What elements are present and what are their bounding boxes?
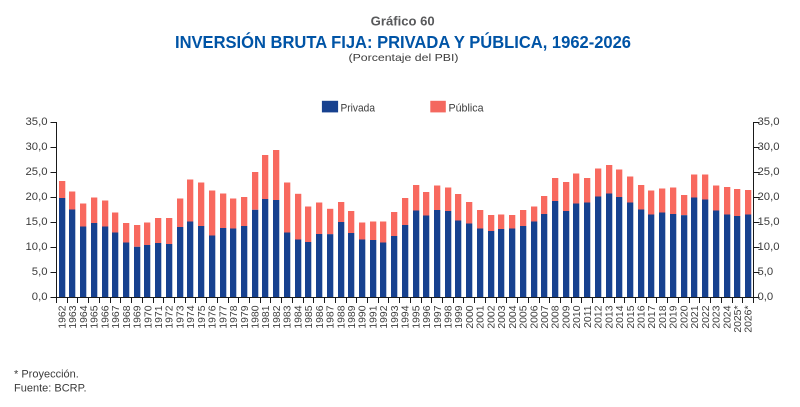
svg-text:1990: 1990 [358,305,369,328]
svg-text:2024: 2024 [722,305,733,328]
svg-text:1988: 1988 [336,305,347,328]
svg-text:1964: 1964 [79,305,90,328]
svg-text:0,0: 0,0 [32,291,48,303]
svg-text:1989: 1989 [347,305,358,328]
svg-text:20,0: 20,0 [26,191,48,203]
svg-text:2014: 2014 [615,305,626,328]
svg-text:10,0: 10,0 [26,241,48,253]
svg-text:1985: 1985 [304,305,315,328]
svg-text:1980: 1980 [250,305,261,328]
svg-text:2009: 2009 [561,305,572,328]
svg-text:2023: 2023 [712,305,723,328]
svg-text:1984: 1984 [293,305,304,328]
svg-text:* Proyección.: * Proyección. [14,369,79,381]
svg-text:1996: 1996 [422,305,433,328]
svg-text:2015: 2015 [626,305,637,328]
svg-text:15,0: 15,0 [758,216,780,228]
svg-text:1999: 1999 [454,305,465,328]
svg-text:1986: 1986 [315,305,326,328]
svg-text:2020: 2020 [679,305,690,328]
svg-text:2025*: 2025* [733,306,744,333]
svg-text:1998: 1998 [443,305,454,328]
svg-text:(Porcentaje del PBI): (Porcentaje del PBI) [349,52,459,64]
svg-text:2022: 2022 [701,305,712,328]
svg-text:35,0: 35,0 [758,116,780,128]
svg-text:1982: 1982 [272,305,283,328]
svg-text:2008: 2008 [551,305,562,328]
svg-text:1970: 1970 [143,305,154,328]
svg-text:1967: 1967 [111,305,122,328]
svg-text:10,0: 10,0 [758,241,780,253]
svg-text:15,0: 15,0 [26,216,48,228]
svg-text:1968: 1968 [122,305,133,328]
svg-text:5,0: 5,0 [32,266,48,278]
svg-text:30,0: 30,0 [758,141,780,153]
svg-text:1974: 1974 [186,305,197,328]
svg-text:1976: 1976 [208,305,219,328]
svg-text:2021: 2021 [690,305,701,328]
svg-text:0,0: 0,0 [758,291,774,303]
svg-text:2026*: 2026* [744,306,755,333]
svg-text:2007: 2007 [540,305,551,328]
svg-text:1987: 1987 [326,305,337,328]
svg-text:1994: 1994 [401,305,412,328]
svg-text:1972: 1972 [165,305,176,328]
svg-text:1977: 1977 [218,305,229,328]
svg-text:Gráfico 60: Gráfico 60 [371,14,435,29]
svg-text:INVERSIÓN BRUTA FIJA: PRIVADA: INVERSIÓN BRUTA FIJA: PRIVADA Y PÚBLICA,… [175,31,631,52]
svg-text:2018: 2018 [658,305,669,328]
svg-text:1979: 1979 [240,305,251,328]
svg-text:1995: 1995 [411,305,422,328]
svg-text:20,0: 20,0 [758,191,780,203]
svg-text:1978: 1978 [229,305,240,328]
svg-text:1962: 1962 [57,305,68,328]
svg-text:1966: 1966 [100,305,111,328]
svg-text:Privada: Privada [341,103,376,115]
svg-text:2000: 2000 [465,305,476,328]
svg-text:2001: 2001 [476,305,487,328]
svg-text:1983: 1983 [283,305,294,328]
svg-text:35,0: 35,0 [26,116,48,128]
svg-text:1993: 1993 [390,305,401,328]
svg-text:1992: 1992 [379,305,390,328]
svg-text:2004: 2004 [508,305,519,328]
svg-text:2017: 2017 [647,305,658,328]
svg-text:25,0: 25,0 [26,166,48,178]
svg-text:2002: 2002 [486,305,497,328]
svg-text:1965: 1965 [90,305,101,328]
svg-text:25,0: 25,0 [758,166,780,178]
svg-text:2019: 2019 [669,305,680,328]
svg-text:30,0: 30,0 [26,141,48,153]
svg-text:1981: 1981 [261,305,272,328]
svg-text:5,0: 5,0 [758,266,774,278]
svg-text:2016: 2016 [637,305,648,328]
svg-text:2005: 2005 [519,305,530,328]
svg-text:1975: 1975 [197,305,208,328]
svg-text:2010: 2010 [572,305,583,328]
svg-text:2012: 2012 [594,305,605,328]
svg-text:1969: 1969 [133,305,144,328]
svg-text:1997: 1997 [433,305,444,328]
svg-text:1973: 1973 [175,305,186,328]
svg-text:2011: 2011 [583,305,594,328]
svg-text:Pública: Pública [449,103,485,115]
svg-text:1991: 1991 [368,305,379,328]
svg-text:2003: 2003 [497,305,508,328]
svg-text:Fuente: BCRP.: Fuente: BCRP. [14,383,87,395]
svg-text:1971: 1971 [154,305,165,328]
svg-text:1963: 1963 [68,305,79,328]
svg-text:2013: 2013 [604,305,615,328]
svg-text:2006: 2006 [529,305,540,328]
